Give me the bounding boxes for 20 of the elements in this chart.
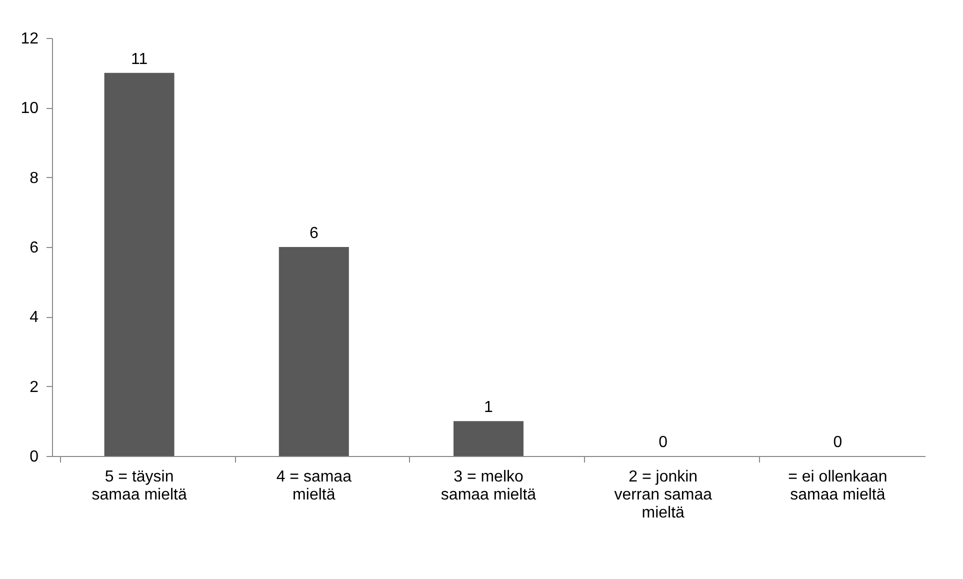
x-tick-label: 4 = samaa mieltä xyxy=(276,468,352,504)
y-tick-label: 10 xyxy=(20,100,39,118)
bar xyxy=(454,421,524,456)
x-tick-label: 3 = melko samaa mieltä xyxy=(440,468,536,504)
y-tick-label: 8 xyxy=(30,170,39,187)
y-tick-label: 6 xyxy=(30,240,39,256)
bar xyxy=(278,247,349,456)
data-label: 1 xyxy=(484,399,494,416)
y-tick-label: 2 xyxy=(30,378,39,396)
data-label: 11 xyxy=(130,50,148,68)
data-label: 6 xyxy=(309,225,318,242)
x-tick-label: = ei ollenkaan samaa mieltä xyxy=(788,468,888,504)
y-tick-label: 4 xyxy=(30,309,39,326)
data-label: 0 xyxy=(658,434,668,451)
y-tick-label: 12 xyxy=(20,30,39,48)
x-tick-label: 2 = jonkin verran samaa mieltä xyxy=(614,468,712,522)
x-tick-label: 5 = täysin samaa mieltä xyxy=(92,468,187,504)
data-label: 0 xyxy=(833,434,842,451)
y-tick-label: 0 xyxy=(30,448,39,466)
bar xyxy=(104,72,174,456)
